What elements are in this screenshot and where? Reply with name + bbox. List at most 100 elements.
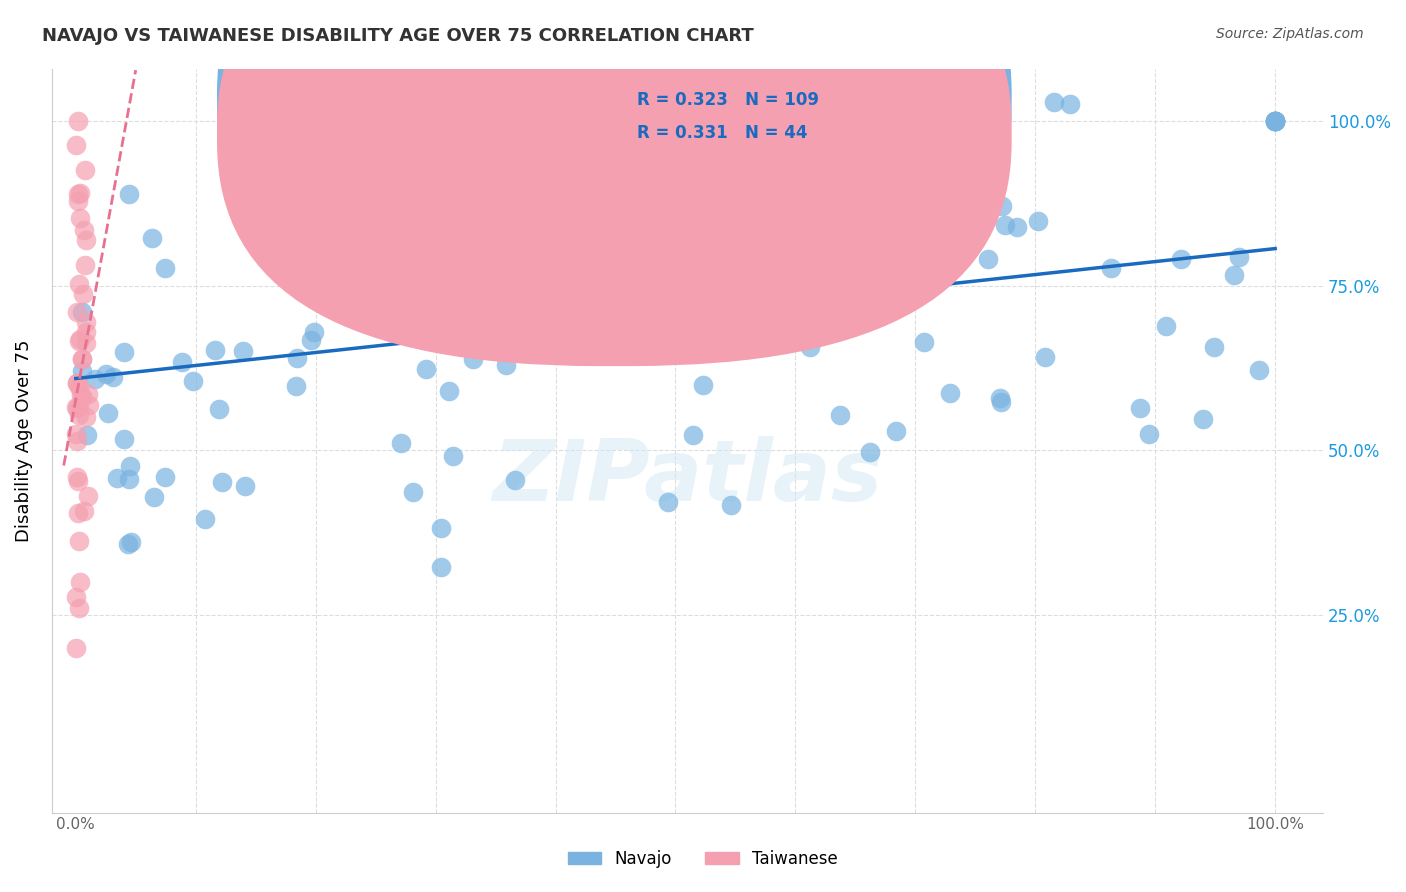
Point (256, 114, 278, 128)
Point (1202, 340, 1225, 354)
Point (461, 351, 484, 366)
Point (69, 387, 91, 401)
Point (66, 474, 89, 488)
Point (782, 267, 804, 281)
Text: R = 0.331   N = 44: R = 0.331 N = 44 (637, 124, 807, 142)
Point (232, 343, 254, 358)
Point (75, 325, 97, 339)
Point (592, 290, 614, 304)
Point (799, 341, 821, 355)
Point (67, 334, 90, 349)
Point (454, 66, 477, 80)
Point (245, 114, 267, 128)
Point (1264, 114, 1286, 128)
Point (775, 174, 797, 188)
Point (67, 408, 90, 422)
Point (1264, 114, 1286, 128)
Point (886, 424, 908, 438)
Point (1227, 250, 1250, 264)
Point (503, 473, 526, 487)
Point (828, 277, 851, 291)
Point (69, 211, 91, 225)
Point (939, 386, 962, 401)
Point (118, 187, 141, 202)
Point (204, 343, 226, 357)
Point (233, 479, 256, 493)
Point (429, 559, 451, 574)
Point (70, 390, 93, 404)
Point (69, 575, 91, 590)
Point (112, 432, 135, 446)
Point (1191, 412, 1213, 426)
Point (142, 490, 165, 504)
Point (631, 285, 654, 300)
Point (194, 511, 217, 525)
Point (287, 351, 309, 365)
Text: R = 0.323   N = 109: R = 0.323 N = 109 (637, 91, 818, 109)
Text: NAVAJO VS TAIWANESE DISABILITY AGE OVER 75 CORRELATION CHART: NAVAJO VS TAIWANESE DISABILITY AGE OVER … (42, 27, 754, 45)
Point (67, 534, 90, 549)
Point (1264, 114, 1286, 128)
FancyBboxPatch shape (217, 0, 1012, 333)
Point (1264, 114, 1286, 128)
Point (65, 400, 87, 414)
Point (67, 400, 90, 414)
Point (67, 186, 90, 201)
Point (105, 471, 128, 485)
Point (441, 449, 464, 463)
Point (65, 137, 87, 152)
Point (939, 240, 962, 254)
Legend: Navajo, Taiwanese: Navajo, Taiwanese (561, 844, 845, 875)
Point (112, 344, 135, 359)
Point (70, 352, 93, 367)
Point (103, 370, 125, 384)
Point (304, 285, 326, 299)
Point (612, 218, 634, 232)
Point (582, 334, 605, 349)
Point (117, 537, 139, 551)
Point (389, 436, 412, 450)
Point (302, 325, 325, 339)
Point (77, 387, 100, 401)
Point (813, 231, 835, 245)
Point (530, 315, 553, 329)
Point (73, 259, 96, 273)
Point (76, 427, 98, 442)
Point (329, 114, 352, 128)
Point (66, 434, 89, 449)
Point (695, 333, 717, 347)
Point (1170, 252, 1192, 266)
Point (120, 535, 142, 549)
FancyBboxPatch shape (217, 0, 1012, 366)
Point (118, 472, 141, 486)
Point (75, 233, 97, 247)
Point (1059, 96, 1081, 111)
Point (859, 444, 882, 458)
Point (79, 398, 101, 412)
Point (153, 470, 176, 484)
Text: ZIPatlas: ZIPatlas (492, 436, 883, 519)
Point (181, 374, 204, 388)
Point (75, 409, 97, 424)
Point (329, 114, 352, 128)
Point (415, 361, 437, 376)
Point (65, 640, 87, 655)
Point (1249, 362, 1271, 376)
Point (492, 300, 515, 314)
Point (692, 378, 714, 392)
Point (72, 286, 94, 301)
Point (375, 276, 398, 290)
Text: Source: ZipAtlas.com: Source: ZipAtlas.com (1216, 27, 1364, 41)
Point (578, 251, 600, 265)
Point (830, 408, 852, 422)
Point (994, 218, 1017, 232)
Point (67, 277, 90, 292)
Point (1043, 95, 1066, 109)
Point (454, 329, 477, 343)
Point (1223, 268, 1246, 282)
Y-axis label: Disability Age Over 75: Disability Age Over 75 (15, 339, 32, 541)
Point (1137, 426, 1160, 441)
Point (69, 333, 91, 347)
Point (70, 351, 93, 366)
Point (738, 334, 761, 348)
